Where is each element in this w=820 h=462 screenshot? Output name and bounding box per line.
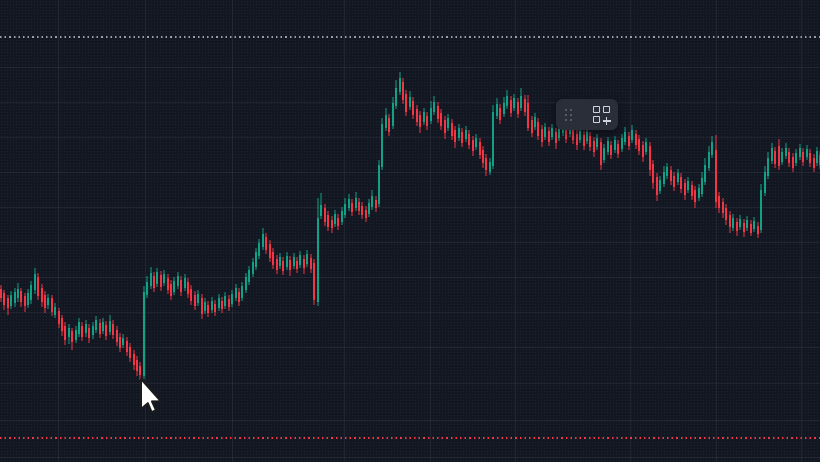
grid-add-icon	[592, 106, 611, 125]
drag-dots-icon	[564, 108, 572, 121]
drag-handle[interactable]	[560, 99, 576, 130]
grid-add-button[interactable]	[588, 102, 614, 128]
candles	[0, 72, 820, 380]
floating-toolbar[interactable]	[556, 99, 618, 130]
lower-price-level-line[interactable]	[0, 437, 820, 439]
upper-price-level-line[interactable]	[0, 36, 820, 38]
